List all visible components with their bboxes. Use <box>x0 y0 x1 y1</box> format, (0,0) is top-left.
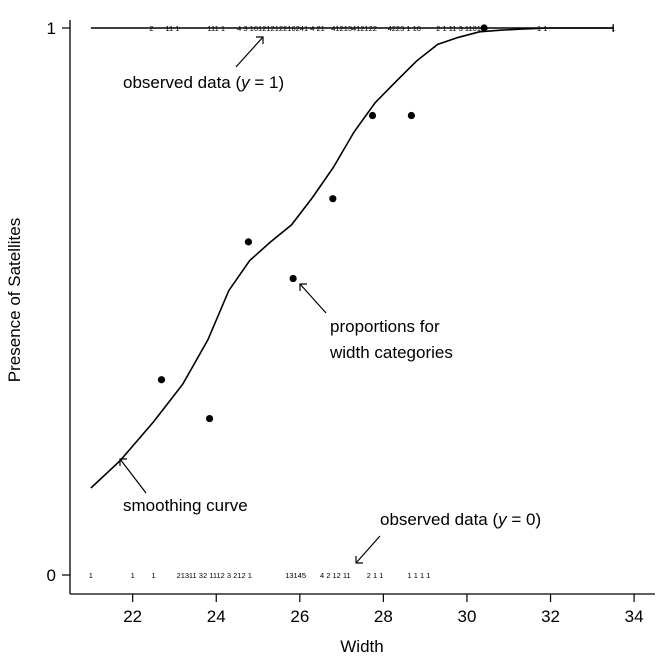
x-tick-label: 28 <box>374 607 393 626</box>
x-tick-label: 22 <box>123 607 142 626</box>
top-count-label: 2 <box>149 24 153 33</box>
bottom-count-label: 13145 <box>285 571 306 580</box>
top-count-label: 4223 1 16 <box>388 24 421 33</box>
proportion-points-group <box>157 24 488 423</box>
data-point <box>205 414 214 423</box>
data-point <box>157 376 166 384</box>
x-tick-label: 24 <box>207 607 226 626</box>
x-tick-label: 26 <box>290 607 309 626</box>
x-ticks: 22 24 26 28 30 32 34 <box>123 594 644 626</box>
bottom-count-label: 1 <box>89 571 93 580</box>
smoothing-curve-group <box>90 27 614 489</box>
top-count-label: 1 <box>611 24 615 33</box>
y-ticks: 01 <box>47 19 70 585</box>
annotation-observed-0: observed data (y = 0) <box>380 510 541 529</box>
smoothing-curve <box>90 27 614 489</box>
annotation-proportions-line2: width categories <box>329 343 453 362</box>
top-count-label: 11 1 <box>165 24 179 33</box>
top-count-labels: 2 11 1 111 1 4 3 161212 12216241 4 21 4121341… <box>90 24 615 33</box>
data-point <box>407 111 415 120</box>
bottom-count-label: 213 <box>177 571 190 580</box>
y-tick-label: 0 <box>47 566 56 585</box>
arrow-smoothing <box>119 458 147 494</box>
arrow-observed-0 <box>355 535 381 564</box>
bottom-count-label: 1 <box>131 571 135 580</box>
data-point <box>368 111 377 120</box>
y-axis-title: Presence of Satellites <box>5 218 24 382</box>
x-tick-label: 32 <box>541 607 560 626</box>
annotation-observed-1: observed data (y = 1) <box>123 73 284 92</box>
top-count-label: 2 1 11 3 1101 <box>436 24 481 33</box>
data-point <box>480 24 488 32</box>
top-count-label: 12216241 4 21 <box>275 24 325 33</box>
bottom-count-label: 11 32 1112 3 212 1 <box>189 571 252 580</box>
data-point <box>244 238 253 246</box>
data-point <box>289 274 297 283</box>
top-count-label: 4 3 161212 <box>237 24 275 33</box>
x-tick-label: 30 <box>458 607 477 626</box>
top-count-label: 41213412122 <box>331 24 377 33</box>
bottom-count-label: 1 1 1 1 <box>407 571 430 580</box>
arrow-observed-1 <box>235 36 264 68</box>
x-axis-title: Width <box>340 637 383 656</box>
bottom-count-labels: 1 1 1 213 11 32 1112 3 212 1 13145 4 2 12 11 2 … <box>89 571 431 580</box>
data-point <box>329 195 337 203</box>
bottom-count-label: 1 <box>151 571 155 580</box>
annotation-proportions-line1: proportions for <box>330 317 440 336</box>
arrow-proportions <box>299 283 327 314</box>
x-tick-label: 34 <box>625 607 644 626</box>
top-count-label: 111 1 <box>207 24 225 33</box>
bottom-count-label: 2 1 1 <box>367 571 384 580</box>
y-tick-label: 1 <box>47 19 56 38</box>
annotation-smoothing: smoothing curve <box>123 496 248 515</box>
bottom-count-label: 4 2 12 11 <box>320 571 351 580</box>
